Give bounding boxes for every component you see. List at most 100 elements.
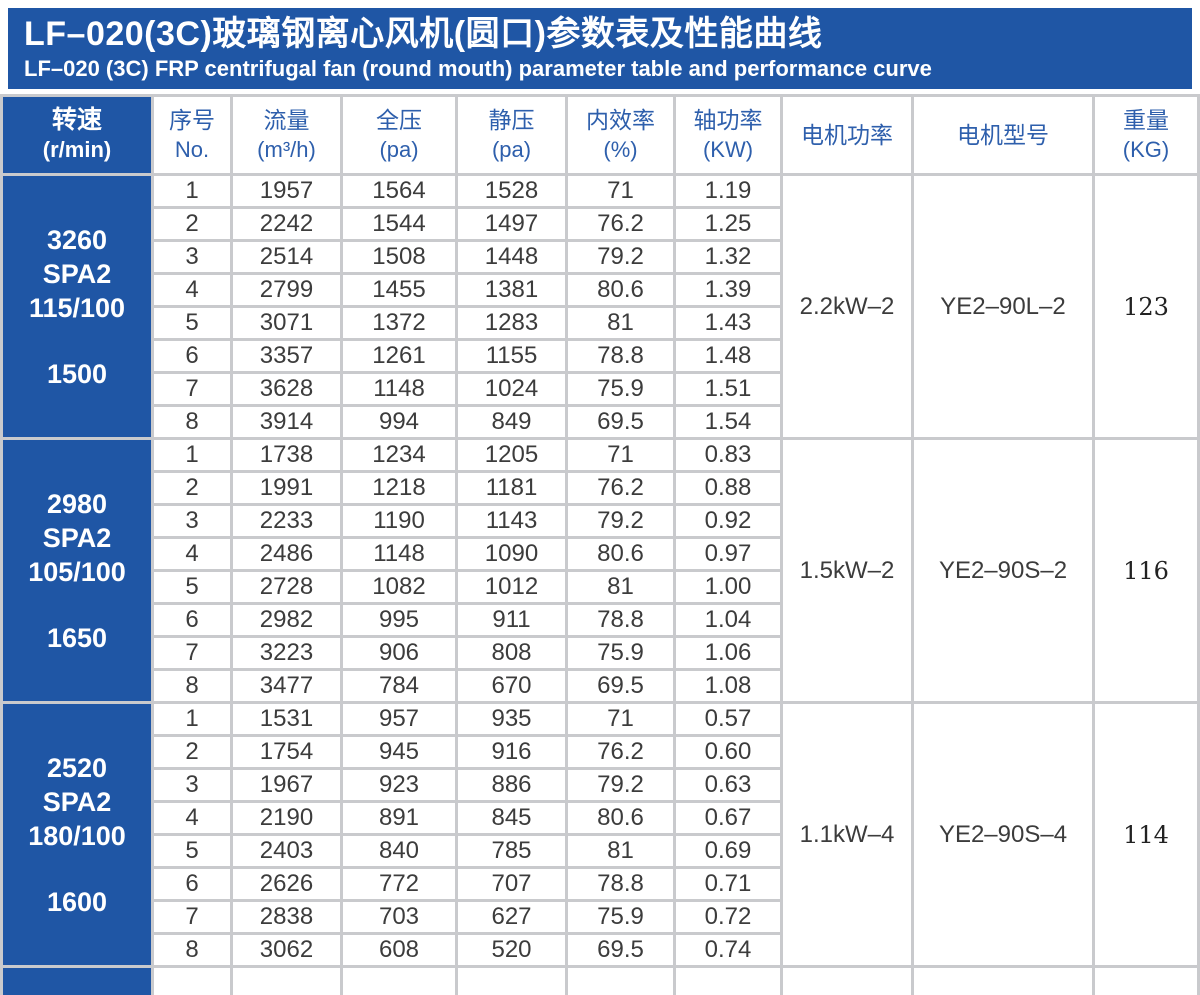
empty-cell xyxy=(1095,968,1197,995)
cell-efficiency: 76.2 xyxy=(568,209,673,239)
cell-shaft-power: 0.69 xyxy=(676,836,780,866)
header-flow: 流量 (m³/h) xyxy=(233,97,340,173)
table-row: 2 2242 1544 1497 76.2 1.25 xyxy=(3,209,1197,239)
cell-shaft-power: 1.32 xyxy=(676,242,780,272)
cell-static-pressure: 1497 xyxy=(458,209,565,239)
cell-no: 1 xyxy=(154,704,230,734)
cell-no: 2 xyxy=(154,737,230,767)
cell-motor-model: YE2–90L–2 xyxy=(914,176,1092,437)
table-row: 6 3357 1261 1155 78.8 1.48 xyxy=(3,341,1197,371)
cell-static-pressure: 808 xyxy=(458,638,565,668)
cell-static-pressure: 1012 xyxy=(458,572,565,602)
cell-motor-model: YE2–90S–2 xyxy=(914,440,1092,701)
cell-no: 3 xyxy=(154,506,230,536)
cell-shaft-power: 0.72 xyxy=(676,902,780,932)
header-speed: 转速 (r/min) xyxy=(3,97,151,173)
cell-shaft-power: 1.43 xyxy=(676,308,780,338)
empty-cell xyxy=(233,968,340,995)
cell-flow: 3062 xyxy=(233,935,340,965)
header-weight: 重量 (KG) xyxy=(1095,97,1197,173)
cell-motor-power: 1.5kW–2 xyxy=(783,440,911,701)
cell-efficiency: 76.2 xyxy=(568,737,673,767)
cell-no: 4 xyxy=(154,539,230,569)
cell-total-pressure: 703 xyxy=(343,902,455,932)
cell-static-pressure: 849 xyxy=(458,407,565,437)
cell-efficiency: 75.9 xyxy=(568,638,673,668)
empty-cell xyxy=(783,968,911,995)
header-total-pressure: 全压 (pa) xyxy=(343,97,455,173)
cell-no: 2 xyxy=(154,473,230,503)
table-row: 8 3914 994 849 69.5 1.54 xyxy=(3,407,1197,437)
cell-total-pressure: 995 xyxy=(343,605,455,635)
cell-shaft-power: 1.00 xyxy=(676,572,780,602)
cell-shaft-power: 1.06 xyxy=(676,638,780,668)
cell-shaft-power: 1.51 xyxy=(676,374,780,404)
cell-total-pressure: 784 xyxy=(343,671,455,701)
cell-efficiency: 80.6 xyxy=(568,275,673,305)
cell-no: 5 xyxy=(154,572,230,602)
cell-efficiency: 75.9 xyxy=(568,374,673,404)
cell-efficiency: 79.2 xyxy=(568,242,673,272)
cell-flow: 3071 xyxy=(233,308,340,338)
cell-flow: 3223 xyxy=(233,638,340,668)
cell-no: 8 xyxy=(154,407,230,437)
cell-total-pressure: 923 xyxy=(343,770,455,800)
header-speed-unit: (r/min) xyxy=(42,137,112,162)
table-row: 4 2486 1148 1090 80.6 0.97 xyxy=(3,539,1197,569)
cell-efficiency: 71 xyxy=(568,704,673,734)
table-row: 2980 SPA2 105/100 1650 1 1738 1234 1205 71 0.83 1.… xyxy=(3,440,1197,701)
cell-flow: 3914 xyxy=(233,407,340,437)
table-row: 4 2190 891 845 80.6 0.67 xyxy=(3,803,1197,833)
cell-efficiency: 76.2 xyxy=(568,473,673,503)
group-speed-line: 115/100 xyxy=(28,292,126,323)
cell-no: 8 xyxy=(154,671,230,701)
cell-shaft-power: 0.74 xyxy=(676,935,780,965)
cell-flow: 3477 xyxy=(233,671,340,701)
cell-total-pressure: 1455 xyxy=(343,275,455,305)
cell-efficiency: 80.6 xyxy=(568,539,673,569)
cell-static-pressure: 627 xyxy=(458,902,565,932)
cell-static-pressure: 1448 xyxy=(458,242,565,272)
cell-flow: 2233 xyxy=(233,506,340,536)
cell-static-pressure: 845 xyxy=(458,803,565,833)
cell-static-pressure: 1143 xyxy=(458,506,565,536)
table-row: 8 3477 784 670 69.5 1.08 xyxy=(3,671,1197,701)
cell-shaft-power: 1.54 xyxy=(676,407,780,437)
header-motor-model: 电机型号 xyxy=(914,97,1092,173)
cell-flow: 1991 xyxy=(233,473,340,503)
header-speed-label: 转速 xyxy=(51,106,102,134)
cell-shaft-power: 0.83 xyxy=(676,440,780,470)
cell-shaft-power: 0.92 xyxy=(676,506,780,536)
cell-no: 8 xyxy=(154,935,230,965)
table-row: 2 1754 945 916 76.2 0.60 xyxy=(3,737,1197,767)
table-row: 2520 SPA2 180/100 1600 1 1531 957 935 71 0.57 1.1k… xyxy=(3,704,1197,965)
table-row: 3260 SPA2 115/100 1500 1 1957 1564 1528 71 1.19 2.… xyxy=(3,176,1197,437)
cell-flow: 1531 xyxy=(233,704,340,734)
cell-static-pressure: 1205 xyxy=(458,440,565,470)
cell-weight: 114 xyxy=(1095,704,1197,965)
cell-efficiency: 79.2 xyxy=(568,770,673,800)
cell-static-pressure: 520 xyxy=(458,935,565,965)
cell-efficiency: 81 xyxy=(568,836,673,866)
cell-static-pressure: 916 xyxy=(458,737,565,767)
cell-efficiency: 78.8 xyxy=(568,869,673,899)
cell-flow: 1738 xyxy=(233,440,340,470)
cell-static-pressure: 707 xyxy=(458,869,565,899)
cell-no: 4 xyxy=(154,275,230,305)
cell-no: 5 xyxy=(154,308,230,338)
cell-efficiency: 78.8 xyxy=(568,605,673,635)
group-speed-line: 2980 xyxy=(46,488,108,519)
cell-flow: 2403 xyxy=(233,836,340,866)
table-row: 7 3628 1148 1024 75.9 1.51 xyxy=(3,374,1197,404)
cell-total-pressure: 1148 xyxy=(343,374,455,404)
parameter-table: 转速 (r/min) 序号 No. 流量 (m³/h) 全压 (pa) xyxy=(0,94,1200,995)
table-row: 7 3223 906 808 75.9 1.06 xyxy=(3,638,1197,668)
cell-total-pressure: 1544 xyxy=(343,209,455,239)
cell-shaft-power: 0.71 xyxy=(676,869,780,899)
cell-total-pressure: 891 xyxy=(343,803,455,833)
parameter-table-wrap: 转速 (r/min) 序号 No. 流量 (m³/h) 全压 (pa) xyxy=(0,94,1200,995)
cell-no: 1 xyxy=(154,176,230,206)
cell-efficiency: 81 xyxy=(568,572,673,602)
group-speed-cell xyxy=(3,968,151,995)
